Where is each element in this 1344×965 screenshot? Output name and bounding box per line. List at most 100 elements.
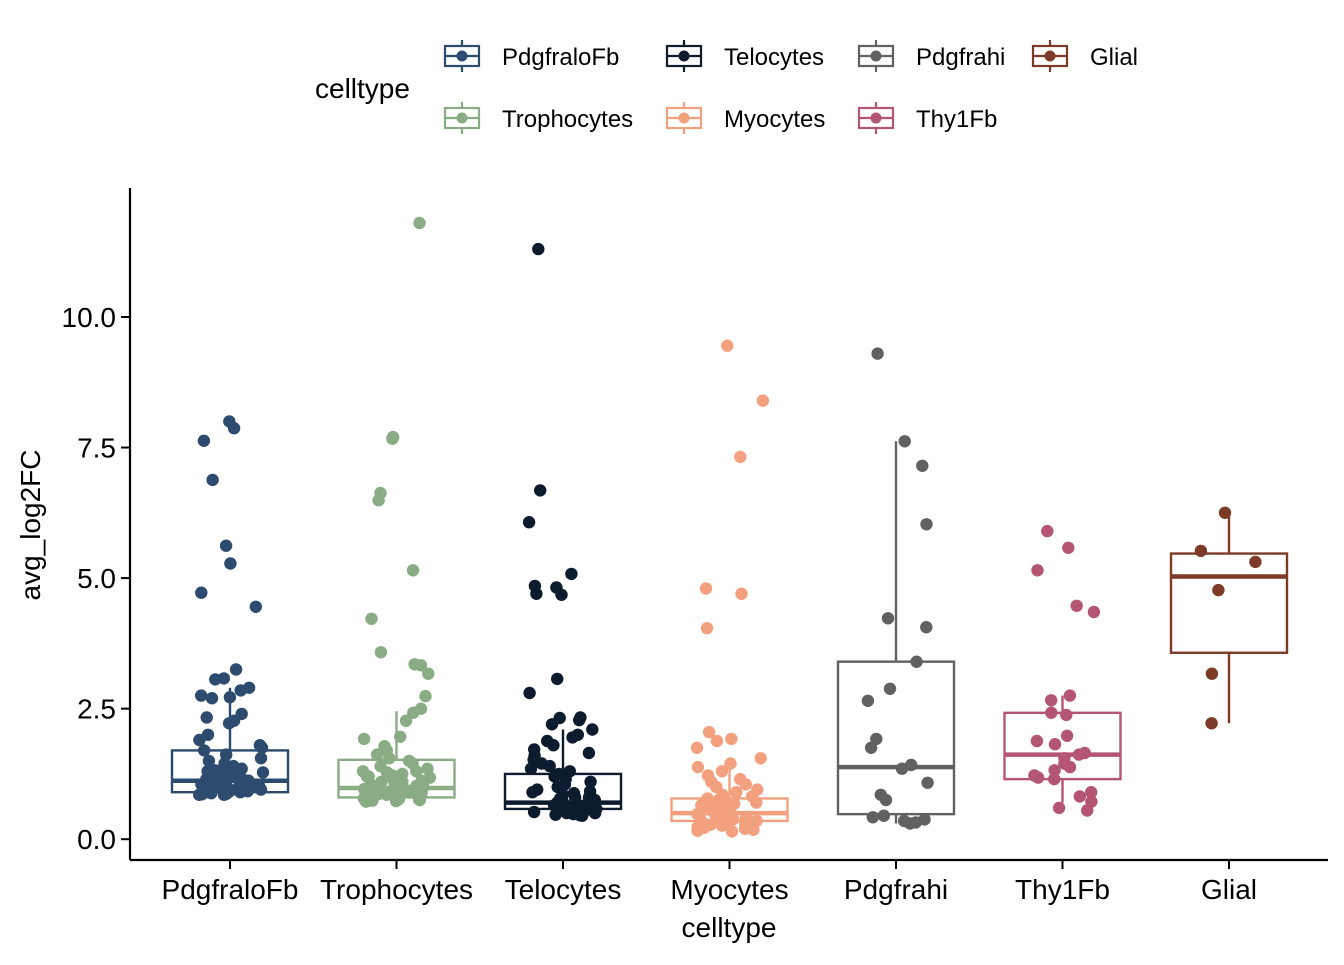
- data-point: [389, 794, 403, 808]
- data-point: [895, 762, 909, 775]
- data-point: [530, 587, 543, 600]
- data-point: [715, 765, 729, 778]
- data-point: [407, 706, 420, 719]
- data-point: [234, 684, 247, 697]
- data-point: [205, 787, 218, 800]
- box-group-pdgfrahi: [836, 347, 956, 830]
- legend-item-thy1fb: Thy1Fb: [857, 102, 997, 134]
- data-point: [756, 394, 770, 407]
- legend-key-point: [1044, 50, 1056, 62]
- data-point: [1085, 786, 1098, 799]
- data-point: [1205, 667, 1219, 680]
- data-point: [734, 450, 747, 464]
- data-point: [413, 793, 426, 807]
- data-point: [910, 655, 923, 668]
- data-point: [198, 744, 211, 757]
- data-point: [883, 682, 897, 695]
- x-tick-label: Trophocytes: [320, 874, 473, 905]
- box-group-telocytes: [503, 242, 623, 822]
- data-point: [1249, 555, 1262, 569]
- data-point: [702, 725, 716, 739]
- data-point: [861, 694, 875, 707]
- data-point: [699, 582, 713, 595]
- data-point: [223, 785, 236, 798]
- data-point: [691, 760, 705, 774]
- box-group-thy1fb: [1003, 524, 1122, 817]
- data-point: [229, 663, 243, 676]
- data-point: [573, 713, 586, 727]
- data-point: [551, 672, 564, 686]
- axes: celltype avg_log2FC 0.0 2.5 5.0 7.5 10.0 Pdgf…: [15, 188, 1328, 943]
- data-point: [1063, 760, 1077, 774]
- data-point: [365, 612, 378, 625]
- data-point: [219, 762, 232, 775]
- data-point: [877, 809, 890, 822]
- data-point: [219, 539, 233, 552]
- data-point: [739, 817, 752, 830]
- data-point: [920, 518, 933, 531]
- data-point: [419, 689, 432, 703]
- data-point: [414, 659, 428, 672]
- data-point: [921, 776, 934, 789]
- data-point: [691, 824, 704, 837]
- data-point: [233, 778, 247, 791]
- legend-label: Trophocytes: [502, 106, 633, 133]
- data-point: [360, 770, 374, 783]
- legend-item-telocytes: Telocytes: [665, 40, 824, 72]
- data-point: [1070, 599, 1083, 612]
- data-point: [1218, 506, 1232, 519]
- data-point: [916, 459, 929, 472]
- data-point: [879, 793, 893, 807]
- data-point: [565, 567, 578, 581]
- data-point: [359, 795, 373, 808]
- data-point: [386, 432, 399, 445]
- x-tick-label: Glial: [1201, 874, 1257, 905]
- data-point: [1087, 605, 1101, 619]
- data-point: [522, 516, 536, 529]
- data-point: [224, 557, 237, 570]
- data-point: [254, 783, 268, 796]
- data-point: [1052, 801, 1066, 815]
- data-point: [389, 783, 402, 796]
- data-point: [383, 752, 396, 765]
- data-point: [582, 746, 596, 760]
- data-point: [209, 673, 222, 686]
- data-point: [200, 711, 213, 724]
- legend-label: PdgfraloFb: [502, 44, 619, 71]
- data-point: [700, 622, 714, 635]
- data-point: [197, 434, 211, 447]
- data-point: [1031, 564, 1044, 577]
- data-point: [588, 806, 602, 820]
- data-point: [255, 741, 269, 754]
- legend-key-point: [456, 50, 468, 62]
- data-point: [1041, 524, 1054, 538]
- data-point: [422, 667, 435, 680]
- data-point: [1081, 804, 1094, 817]
- data-point: [543, 759, 556, 773]
- legend-item-pdgfrahi: Pdgfrahi: [857, 40, 1005, 72]
- data-point: [712, 812, 726, 825]
- data-point: [582, 791, 596, 804]
- legend-item-trophocytes: Trophocytes: [443, 102, 633, 134]
- data-point: [202, 754, 216, 768]
- data-point: [1048, 772, 1061, 786]
- x-tick-label: Pdgfrahi: [844, 874, 948, 905]
- legend-label: Telocytes: [724, 44, 824, 71]
- data-point: [1030, 734, 1044, 748]
- data-point: [920, 621, 933, 634]
- data-point: [566, 731, 579, 744]
- data-point: [1072, 748, 1086, 761]
- data-point: [710, 734, 724, 748]
- data-point: [1048, 764, 1061, 777]
- data-point: [1060, 729, 1074, 742]
- data-point: [1062, 541, 1075, 554]
- y-tick-label: 5.0: [77, 563, 116, 594]
- data-point: [206, 473, 219, 487]
- legend-key-point: [870, 112, 882, 124]
- data-point: [547, 739, 560, 752]
- legend-item-glial: Glial: [1031, 40, 1138, 72]
- data-point: [721, 339, 734, 352]
- data-point: [235, 762, 248, 775]
- y-tick-label: 10.0: [62, 302, 117, 333]
- data-point: [254, 752, 268, 765]
